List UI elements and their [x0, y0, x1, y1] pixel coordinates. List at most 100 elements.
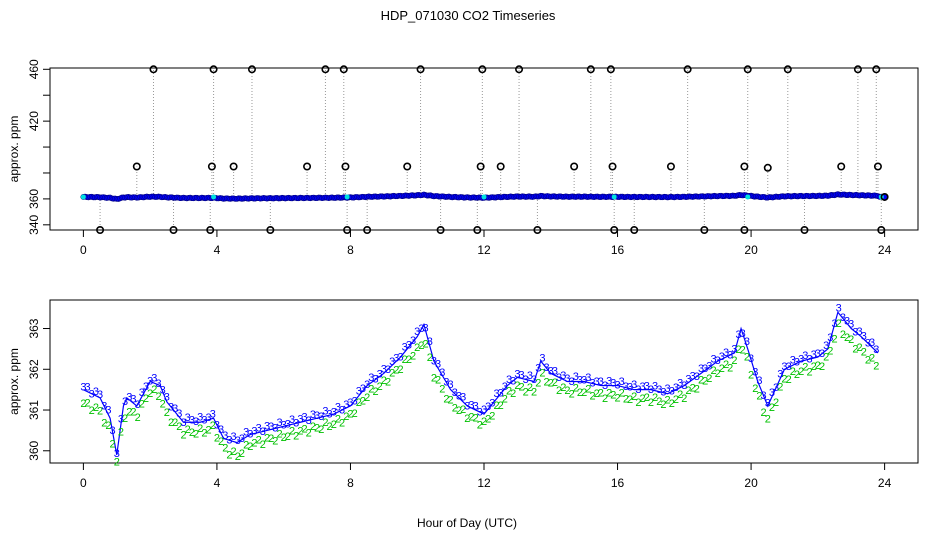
outlier-point [229, 162, 238, 171]
series-2-marker: 2 [443, 393, 449, 405]
series-3-marker: 3 [468, 399, 474, 411]
series-3-marker: 3 [364, 379, 370, 391]
series-3-marker: 3 [848, 318, 854, 330]
series-2-marker: 2 [614, 392, 620, 404]
series-3-marker: 3 [623, 381, 629, 393]
outlier-point [606, 65, 615, 74]
series-3-marker: 3 [660, 386, 666, 398]
series-2-marker: 2 [589, 390, 595, 402]
series-3-marker: 3 [431, 356, 437, 368]
top-x-tick-label: 8 [347, 243, 354, 257]
series-3-marker: 3 [510, 375, 516, 387]
series-2-marker: 2 [339, 417, 345, 429]
series-2-marker: 2 [740, 345, 746, 357]
series-2-marker: 2 [197, 423, 203, 435]
series-2-marker: 2 [247, 441, 253, 453]
series-3-marker: 3 [122, 396, 128, 408]
series-3-marker: 3 [681, 380, 687, 392]
series-2-marker: 2 [389, 368, 395, 380]
series-3-marker: 3 [460, 391, 466, 403]
series-3-marker: 3 [231, 431, 237, 443]
series-2-marker: 2 [710, 365, 716, 377]
series-2-marker: 2 [231, 446, 237, 458]
series-2-marker: 2 [690, 383, 696, 395]
series-3-marker: 3 [264, 421, 270, 433]
series-3-marker: 3 [594, 376, 600, 388]
top-y-axis-label: approx. ppm [7, 116, 21, 183]
series-3-marker: 3 [740, 328, 746, 340]
outlier-point [247, 65, 256, 74]
series-2-marker: 2 [118, 426, 124, 438]
series-2-marker: 2 [844, 332, 850, 344]
series-3-marker: 3 [585, 372, 591, 384]
series-3-marker: 3 [93, 386, 99, 398]
top-y-tick-label: 360 [27, 189, 41, 209]
series-3-marker: 3 [786, 361, 792, 373]
series-3-marker: 3 [836, 303, 842, 315]
series-3-marker: 3 [151, 373, 157, 385]
series-2-marker: 2 [318, 424, 324, 436]
series-3-marker: 3 [573, 371, 579, 383]
outlier-point [206, 226, 215, 235]
series-3-marker: 3 [744, 336, 750, 348]
bottom-x-tick-label: 8 [347, 476, 354, 490]
series-2-marker: 2 [251, 437, 257, 449]
series-3-marker: 3 [857, 326, 863, 338]
series-2-marker: 2 [535, 377, 541, 389]
series-2-marker: 2 [122, 413, 128, 425]
series-2-marker: 2 [619, 388, 625, 400]
series-3-marker: 3 [389, 356, 395, 368]
series-2-marker: 2 [176, 421, 182, 433]
series-2-marker: 2 [652, 392, 658, 404]
series-2-marker: 2 [418, 340, 424, 352]
series-2-marker: 2 [531, 386, 537, 398]
series-3-marker: 3 [748, 353, 754, 365]
series-3-marker: 3 [781, 361, 787, 373]
series-3-marker: 3 [160, 384, 166, 396]
series-3-marker: 3 [531, 374, 537, 386]
series-3-marker: 3 [414, 326, 420, 338]
series-2-marker: 2 [347, 409, 353, 421]
series-3-marker: 3 [869, 337, 875, 349]
series-2-marker: 2 [698, 375, 704, 387]
series-3-marker: 3 [811, 349, 817, 361]
series-2-marker: 2 [151, 384, 157, 396]
series-3-marker: 3 [502, 381, 508, 393]
series-2-marker: 2 [731, 355, 737, 367]
series-3-marker: 3 [256, 423, 262, 435]
series-3-marker: 3 [514, 368, 520, 380]
series-2-marker: 2 [569, 389, 575, 401]
series-3-marker: 3 [735, 329, 741, 341]
series-2-marker: 2 [685, 385, 691, 397]
series-2-marker: 2 [456, 405, 462, 417]
series-3-marker: 3 [690, 371, 696, 383]
series-3-marker: 3 [247, 428, 253, 440]
series-3-marker: 3 [143, 381, 149, 393]
series-2-marker: 2 [786, 374, 792, 386]
series-3-marker: 3 [147, 376, 153, 388]
series-2-marker: 2 [381, 375, 387, 387]
series-2-marker: 2 [752, 383, 758, 395]
series-2-marker: 2 [477, 419, 483, 431]
series-3-marker: 3 [656, 384, 662, 396]
series-3-marker: 3 [101, 401, 107, 413]
series-3-marker: 3 [235, 435, 241, 447]
series-2-marker: 2 [777, 381, 783, 393]
series-2-marker: 2 [93, 402, 99, 414]
series-3-marker: 3 [210, 408, 216, 420]
series-3-marker: 3 [314, 410, 320, 422]
series-2-marker: 2 [498, 400, 504, 412]
series-2-marker: 2 [715, 368, 721, 380]
series-3-marker: 3 [619, 376, 625, 388]
series-3-marker: 3 [239, 433, 245, 445]
bottom-x-tick-label: 12 [477, 476, 491, 490]
series-3-marker: 3 [773, 382, 779, 394]
series-2-marker: 2 [306, 428, 312, 440]
series-2-marker: 2 [164, 407, 170, 419]
series-2-marker: 2 [848, 334, 854, 346]
series-2-marker: 2 [506, 386, 512, 398]
series-2-marker: 2 [815, 360, 821, 372]
series-3-marker: 3 [552, 365, 558, 377]
series-3-marker: 3 [644, 380, 650, 392]
